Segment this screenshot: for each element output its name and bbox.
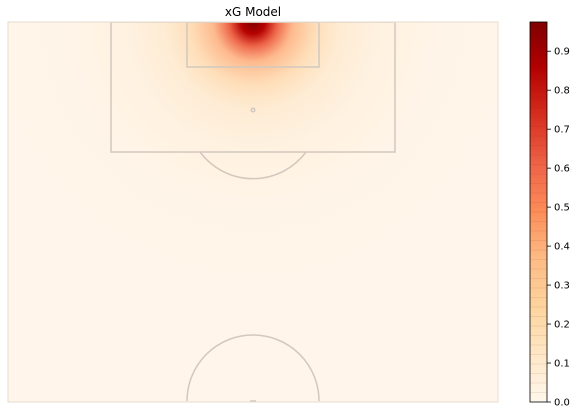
plot-area: [8, 22, 498, 402]
colorbar-bands: [530, 31, 547, 393]
colorbar-frame: [529, 21, 548, 403]
colorbar: 0.0 0.1 0.2 0.3 0.4 0.5 0.6 0.7 0.8 0.9: [529, 21, 570, 409]
colorbar-tick-label: 0.6: [554, 164, 570, 175]
colorbar-tick-label: 0.3: [554, 281, 570, 292]
colorbar-tick-label: 0.4: [554, 242, 570, 253]
penalty-spot: [250, 107, 256, 113]
pitch-lines: [110, 22, 396, 402]
colorbar-fill: [530, 22, 547, 402]
colorbar-tick-label: 0.0: [554, 398, 570, 409]
penalty-arc: [199, 151, 307, 180]
colorbar-tick-label: 0.5: [554, 203, 570, 214]
chart-title: xG Model: [225, 5, 281, 19]
plot-frame: [7, 21, 499, 403]
centre-circle-arc: [186, 334, 320, 402]
xg-heatmap: [8, 22, 498, 402]
colorbar-tick-label: 0.2: [554, 320, 570, 331]
six-yard-box: [186, 22, 320, 68]
penalty-area: [110, 22, 396, 153]
colorbar-ticks: 0.0 0.1 0.2 0.3 0.4 0.5 0.6 0.7 0.8 0.9: [547, 47, 570, 409]
colorbar-tick-label: 0.9: [554, 47, 570, 58]
colorbar-tick-label: 0.7: [554, 125, 570, 136]
colorbar-tick-label: 0.8: [554, 86, 570, 97]
colorbar-tick-label: 0.1: [554, 359, 570, 370]
